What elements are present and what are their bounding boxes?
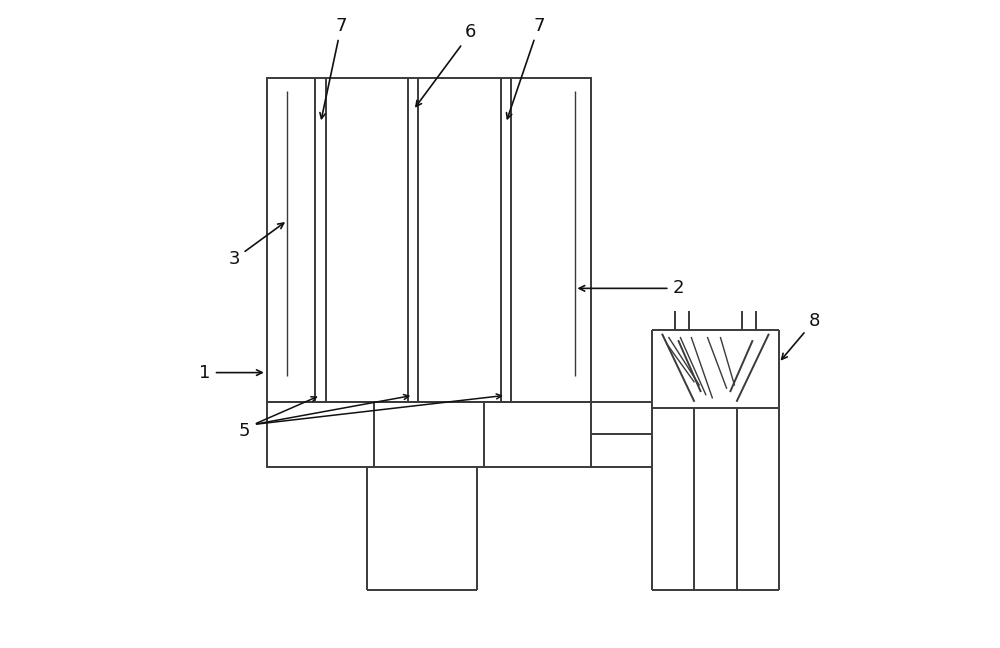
Text: 3: 3 <box>229 223 284 268</box>
Bar <box>267 78 591 402</box>
Text: 5: 5 <box>238 422 250 440</box>
Text: 2: 2 <box>579 279 684 297</box>
Text: 8: 8 <box>782 312 820 360</box>
Text: 7: 7 <box>320 17 347 119</box>
Text: 6: 6 <box>416 23 477 106</box>
Text: 7: 7 <box>506 17 545 119</box>
Bar <box>267 402 591 467</box>
Text: 1: 1 <box>199 364 262 382</box>
